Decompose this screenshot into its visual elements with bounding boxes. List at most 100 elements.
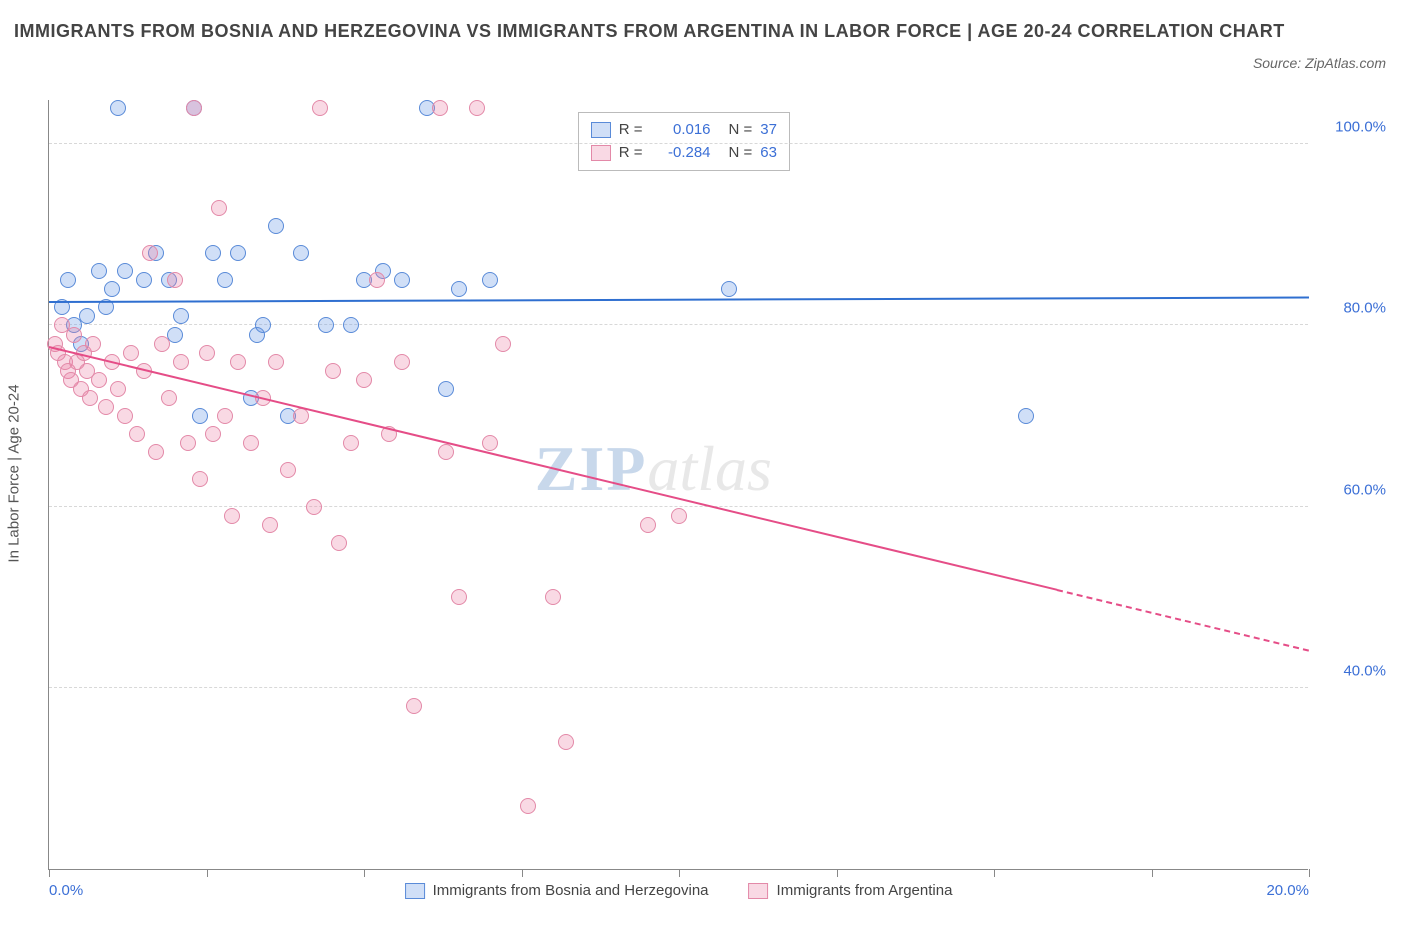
series-legend: Immigrants from Bosnia and Herzegovina Im… [405,882,953,899]
argentina-point [82,390,98,406]
legend-n-label: N = [729,119,753,142]
bosnia-point [230,245,246,261]
argentina-point [268,354,284,370]
argentina-point [91,372,107,388]
legend-row: R =-0.284N =63 [591,142,777,165]
bosnia-point [117,263,133,279]
argentina-point [129,426,145,442]
argentina-point [230,354,246,370]
grid-line [49,506,1308,507]
argentina-point [469,100,485,116]
argentina-point [671,508,687,524]
argentina-point [161,390,177,406]
x-tick-label: 20.0% [1266,882,1309,899]
argentina-point [438,444,454,460]
chart-container: IMMIGRANTS FROM BOSNIA AND HERZEGOVINA V… [0,0,1406,930]
argentina-point [243,435,259,451]
bosnia-point [268,218,284,234]
bosnia-point [721,281,737,297]
watermark: ZIPatlas [535,432,772,506]
argentina-point [186,100,202,116]
argentina-point [451,589,467,605]
legend-n-label: N = [729,142,753,165]
argentina-point [640,517,656,533]
bosnia-point [104,281,120,297]
x-tick [679,869,680,877]
trend-line [49,296,1309,303]
argentina-point [205,426,221,442]
argentina-point [98,399,114,415]
trend-line [1057,589,1309,652]
argentina-point [520,798,536,814]
argentina-point [325,363,341,379]
argentina-point [180,435,196,451]
argentina-point [167,272,183,288]
bosnia-point [394,272,410,288]
bosnia-point [110,100,126,116]
legend-swatch [405,883,425,899]
trend-line [49,346,1057,591]
watermark-atlas: atlas [647,433,771,504]
argentina-point [117,408,133,424]
bosnia-point [318,317,334,333]
argentina-point [148,444,164,460]
series-name: Immigrants from Argentina [777,882,953,899]
bosnia-point [79,308,95,324]
y-tick-label: 80.0% [1343,300,1386,317]
x-tick [207,869,208,877]
bosnia-point [293,245,309,261]
argentina-point [558,734,574,750]
grid-line [49,143,1308,144]
argentina-point [369,272,385,288]
argentina-point [394,354,410,370]
argentina-point [343,435,359,451]
legend-swatch [749,883,769,899]
chart-title: IMMIGRANTS FROM BOSNIA AND HERZEGOVINA V… [14,18,1392,45]
grid-line [49,324,1308,325]
argentina-point [406,698,422,714]
x-tick [364,869,365,877]
argentina-point [432,100,448,116]
series-legend-item: Immigrants from Bosnia and Herzegovina [405,882,709,899]
legend-r-value: 0.016 [651,119,711,142]
bosnia-point [205,245,221,261]
x-tick [994,869,995,877]
y-tick-label: 40.0% [1343,662,1386,679]
argentina-point [356,372,372,388]
argentina-point [110,381,126,397]
bosnia-point [217,272,233,288]
bosnia-point [60,272,76,288]
bosnia-point [438,381,454,397]
argentina-point [66,327,82,343]
bosnia-point [482,272,498,288]
plot-area: ZIPatlas R =0.016N =37R =-0.284N =63 Imm… [48,100,1308,870]
argentina-point [545,589,561,605]
argentina-point [306,499,322,515]
legend-n-value: 63 [760,142,777,165]
source-attribution: Source: ZipAtlas.com [1253,55,1386,71]
argentina-point [192,471,208,487]
bosnia-point [192,408,208,424]
argentina-point [293,408,309,424]
argentina-point [495,336,511,352]
legend-swatch [591,145,611,161]
x-tick-label: 0.0% [49,882,83,899]
argentina-point [312,100,328,116]
legend-r-label: R = [619,142,643,165]
series-legend-item: Immigrants from Argentina [749,882,953,899]
x-tick [49,869,50,877]
correlation-legend: R =0.016N =37R =-0.284N =63 [578,112,790,171]
bosnia-point [255,317,271,333]
argentina-point [199,345,215,361]
argentina-point [211,200,227,216]
bosnia-point [343,317,359,333]
bosnia-point [136,272,152,288]
x-tick [837,869,838,877]
argentina-point [142,245,158,261]
y-tick-label: 60.0% [1343,481,1386,498]
y-tick-label: 100.0% [1335,119,1386,136]
grid-line [49,687,1308,688]
bosnia-point [173,308,189,324]
x-tick [1152,869,1153,877]
argentina-point [331,535,347,551]
